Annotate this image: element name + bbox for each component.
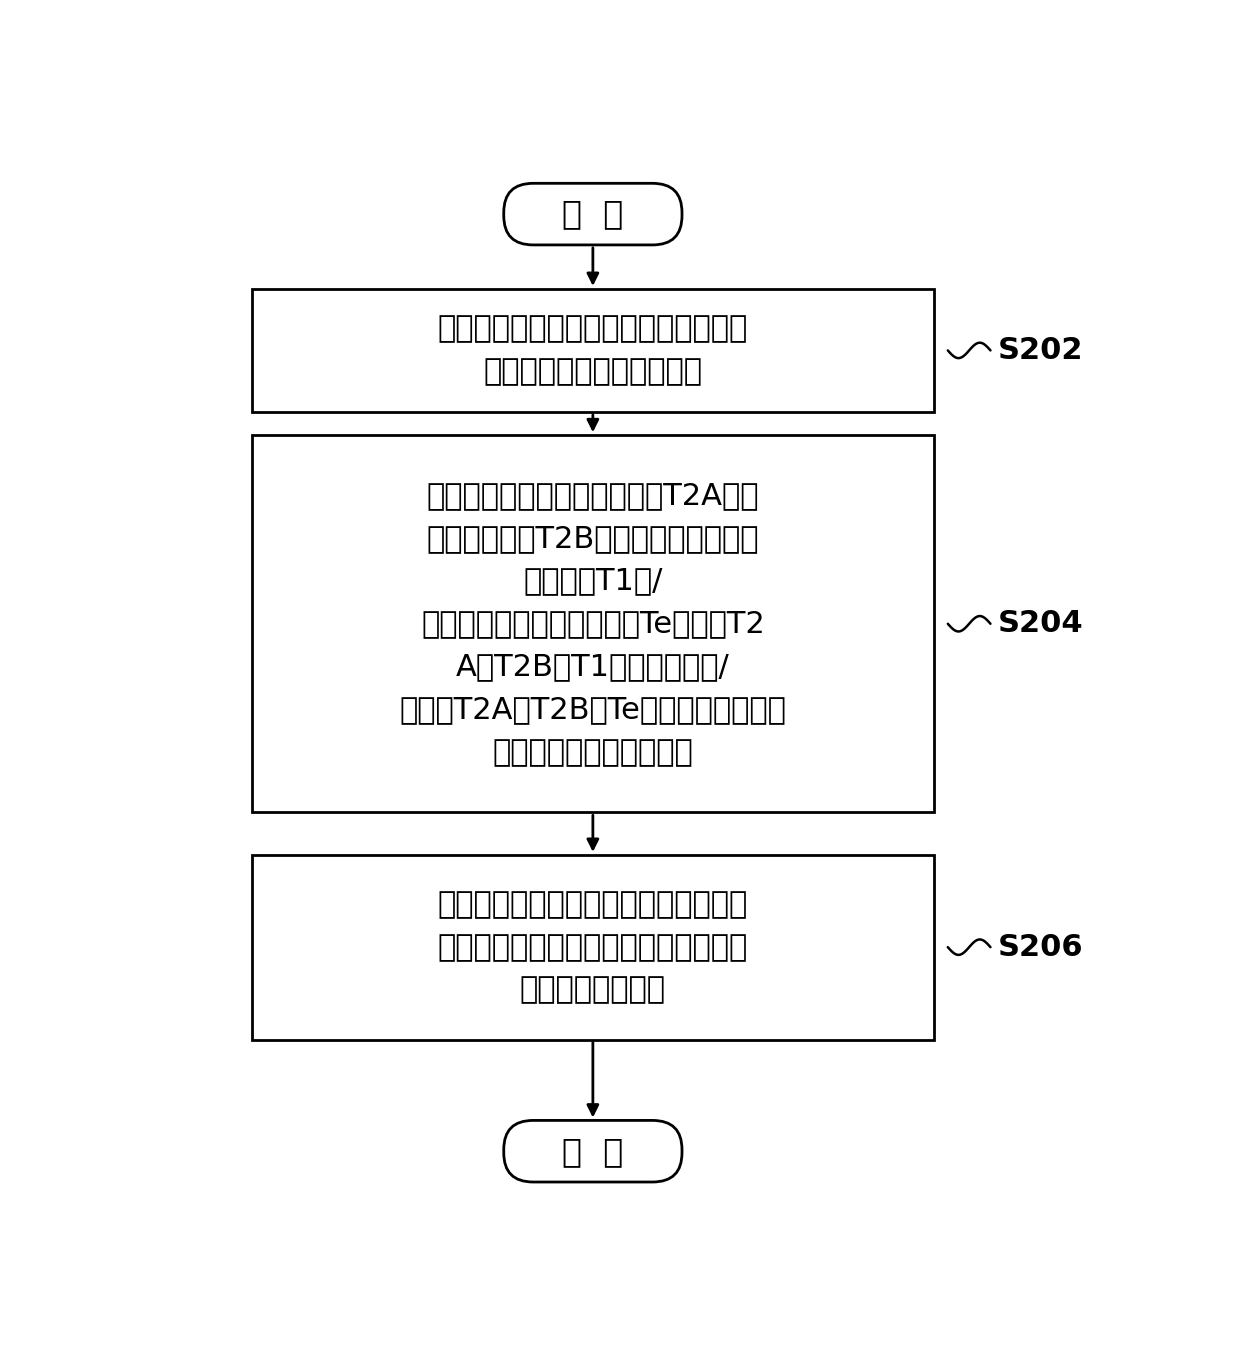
Text: 开  始: 开 始 — [562, 198, 624, 231]
Text: 当换热器处于运行状态时，判定膨胀阀
的关闭状态失效，膨胀阀在关闭状态时
具有不为零的开度: 当换热器处于运行状态时，判定膨胀阀 的关闭状态失效，膨胀阀在关闭状态时 具有不为… — [438, 890, 748, 1004]
Text: 当接收到室内机的膨胀阀关闭指令后，
控制膨胀阀运行至关闭状态: 当接收到室内机的膨胀阀关闭指令后， 控制膨胀阀运行至关闭状态 — [438, 314, 748, 387]
Bar — [252, 288, 934, 412]
Text: 结  束: 结 束 — [562, 1135, 624, 1167]
Text: S204: S204 — [998, 609, 1084, 638]
FancyBboxPatch shape — [503, 183, 682, 245]
Text: S202: S202 — [998, 336, 1084, 365]
Bar — [252, 855, 934, 1039]
FancyBboxPatch shape — [503, 1120, 682, 1182]
Text: S206: S206 — [998, 933, 1084, 961]
Text: 获取室内机的换热器入口温度T2A及换
热器出口温度T2B，获取室内机所处的
室内温度T1和/
或空调系统的冷媒蒸发温度Te，根据T2
A、T2B、T1三者的关系: 获取室内机的换热器入口温度T2A及换 热器出口温度T2B，获取室内机所处的 室内… — [399, 481, 786, 767]
Bar — [252, 435, 934, 813]
